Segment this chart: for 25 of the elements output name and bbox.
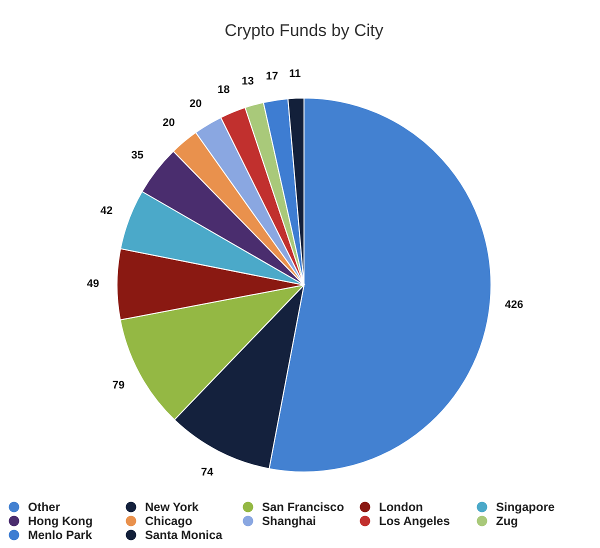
data-label: 426 [504, 298, 524, 311]
data-label: 42 [100, 204, 113, 217]
data-label: 18 [218, 84, 230, 96]
legend-label: Zug [496, 514, 518, 528]
chart-title: Crypto Funds by City [224, 21, 384, 40]
legend-label: Chicago [145, 514, 192, 528]
data-label: 35 [131, 150, 144, 162]
data-label: 17 [266, 70, 278, 82]
data-label: 20 [190, 98, 202, 110]
legend-label: Santa Monica [145, 528, 223, 542]
legend-label: New York [145, 500, 199, 514]
data-label: 79 [112, 379, 125, 392]
legend-label: San Francisco [262, 500, 344, 514]
legend-label: Los Angeles [379, 514, 450, 528]
legend-label: Shanghai [262, 514, 316, 528]
legend-label: Other [28, 500, 60, 514]
data-label: 13 [242, 76, 254, 88]
legend-label: Singapore [496, 500, 555, 514]
data-label: 49 [86, 278, 100, 290]
data-label: 11 [289, 68, 301, 80]
data-label: 74 [201, 466, 214, 478]
data-label: 20 [162, 117, 175, 130]
legend-label: London [379, 500, 423, 514]
legend-label: Hong Kong [28, 514, 93, 528]
legend-label: Menlo Park [28, 528, 92, 542]
